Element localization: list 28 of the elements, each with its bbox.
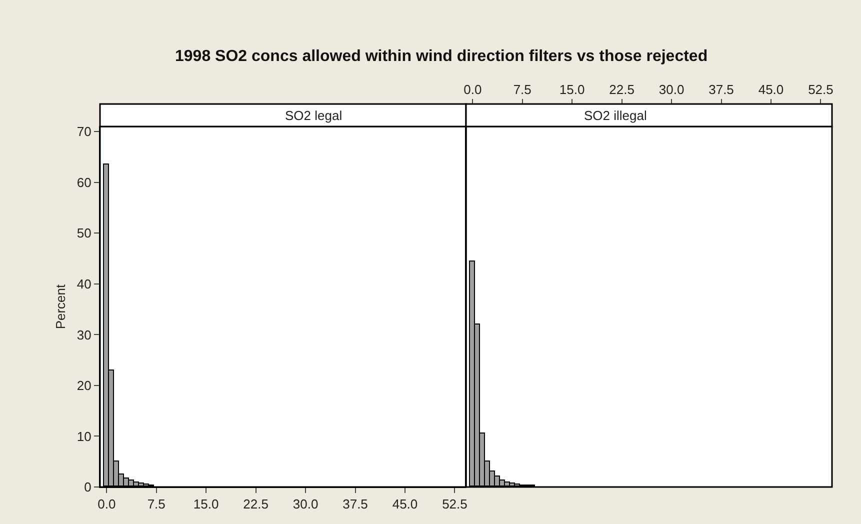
y-tick-label: 70 <box>76 124 92 140</box>
chart-title: 1998 SO2 concs allowed within wind direction filters vs those rejected <box>175 48 708 65</box>
y-tick-label: 30 <box>76 327 92 342</box>
x-tick-label: 30.0 <box>658 82 684 97</box>
x-tick-label: 45.0 <box>758 82 784 97</box>
x-tick-label: 7.5 <box>513 82 532 97</box>
y-tick-label: 40 <box>76 276 92 292</box>
y-tick-label: 20 <box>76 378 92 394</box>
x-tick-label: 52.5 <box>442 496 468 512</box>
x-tick-label: 22.5 <box>609 82 634 97</box>
x-tick-label: 22.5 <box>243 496 268 512</box>
y-axis-title: Percent <box>52 284 68 330</box>
x-tick-label: 7.5 <box>147 496 166 512</box>
x-tick-label: 52.5 <box>808 82 834 97</box>
x-tick-label: 30.0 <box>292 496 318 512</box>
y-tick-label: 50 <box>76 226 92 241</box>
y-tick-label: 60 <box>76 174 92 190</box>
y-tick-label: 10 <box>76 428 92 444</box>
x-tick-label: 0.0 <box>98 496 116 512</box>
x-tick-label: 15.0 <box>193 496 219 512</box>
x-tick-label: 37.5 <box>708 82 734 97</box>
x-tick-label: 0.0 <box>464 82 482 97</box>
chart-subtitle: SO2 legal <box>285 108 342 123</box>
y-tick-label: 0 <box>84 480 92 495</box>
x-tick-label: 37.5 <box>342 496 368 512</box>
chart-subtitle: SO2 illegal <box>584 108 647 123</box>
x-tick-label: 45.0 <box>392 496 418 512</box>
x-tick-label: 15.0 <box>559 82 585 97</box>
